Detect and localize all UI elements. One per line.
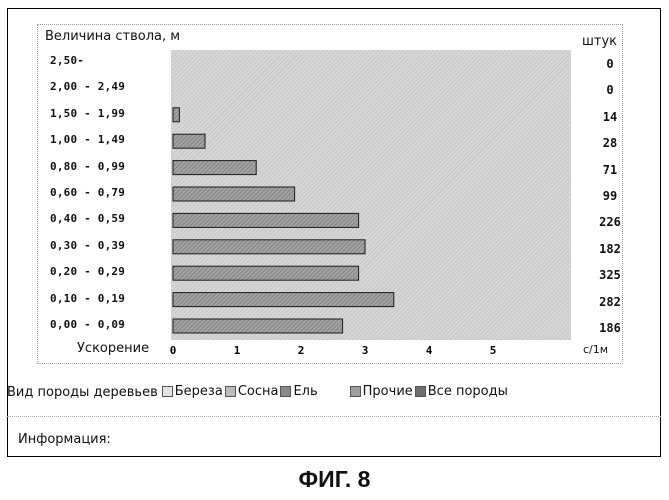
legend-label: Все породы (428, 384, 508, 399)
legend-title: Вид породы деревьев (7, 385, 158, 400)
info-label: Информация: (18, 432, 111, 447)
bar (173, 134, 205, 148)
legend-label: Сосна (238, 384, 279, 399)
bar (173, 240, 365, 254)
legend-swatch (350, 386, 361, 397)
x-tick-label: 0 (170, 344, 177, 357)
legend: Вид породы деревьев Береза Сосна Ель Прочие… (7, 384, 510, 401)
x-tick-label: 3 (362, 344, 369, 357)
x-tick-label: 4 (426, 344, 433, 357)
x-tick-label: 5 (490, 344, 497, 357)
legend-label: Береза (175, 384, 223, 399)
bar (173, 108, 179, 122)
info-divider (7, 416, 661, 417)
x-axis-title: Ускорение (77, 341, 149, 356)
bar (173, 161, 256, 175)
legend-swatch (225, 386, 236, 397)
bar (173, 266, 359, 280)
legend-swatch (162, 386, 173, 397)
bar (173, 293, 394, 307)
figure-caption: ФИГ. 8 (0, 466, 669, 493)
x-tick-label: 1 (234, 344, 241, 357)
bar (173, 319, 343, 333)
x-tick-label: 2 (298, 344, 305, 357)
legend-item[interactable]: Прочие (350, 384, 413, 399)
legend-label: Прочие (363, 384, 413, 399)
x-axis-unit: с/1м (583, 343, 608, 356)
bar (173, 213, 359, 227)
legend-swatch (280, 386, 291, 397)
legend-label: Ель (293, 384, 317, 399)
bar (173, 187, 295, 201)
legend-item[interactable]: Все породы (415, 384, 508, 399)
legend-swatch (415, 386, 426, 397)
legend-item[interactable]: Береза (162, 384, 223, 399)
legend-item[interactable]: Ель (280, 384, 317, 399)
legend-item[interactable]: Сосна (225, 384, 279, 399)
